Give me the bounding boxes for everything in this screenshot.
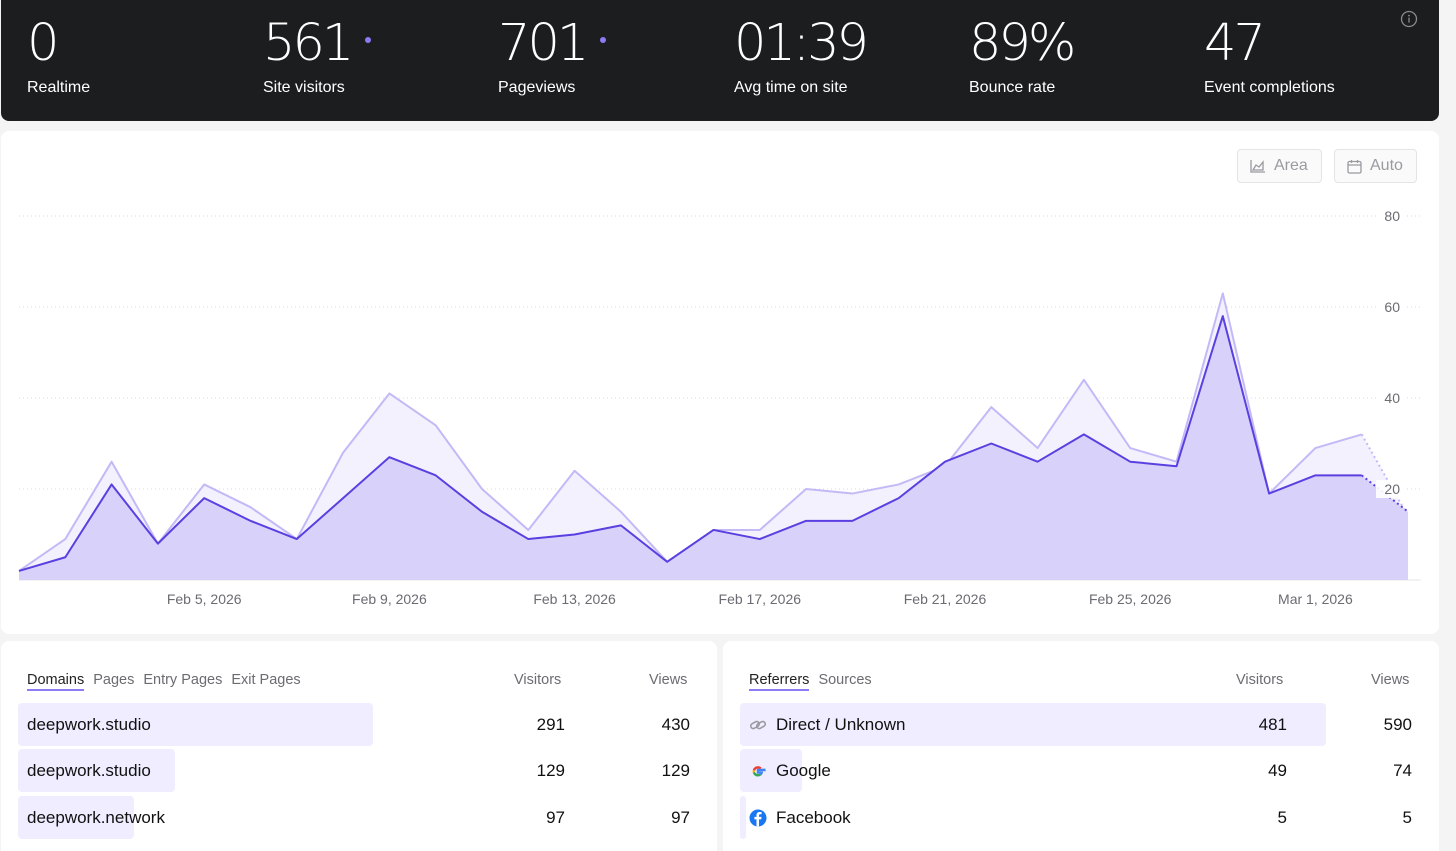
- domains-tabs: Domains Pages Entry Pages Exit Pages: [27, 672, 301, 691]
- interval-label: Auto: [1370, 157, 1403, 174]
- series-dot: [600, 37, 607, 43]
- x-tick-label: Mar 1, 2026: [1278, 591, 1353, 607]
- stat-bounce-rate[interactable]: 89% Bounce rate: [969, 14, 1076, 97]
- tab-exit-pages[interactable]: Exit Pages: [231, 672, 301, 688]
- stat-realtime[interactable]: 0 Realtime: [27, 14, 90, 97]
- y-tick-background: [1376, 298, 1406, 316]
- google-icon: [752, 766, 766, 777]
- row-visitors: 49: [1268, 761, 1287, 780]
- stat-label: Realtime: [27, 79, 91, 96]
- row-label: Direct / Unknown: [776, 715, 906, 734]
- row-visitors: 481: [1258, 715, 1287, 734]
- row-label: Facebook: [776, 808, 851, 827]
- link-icon: [749, 720, 767, 730]
- row-visitors: 5: [1277, 808, 1287, 827]
- tab-sources[interactable]: Sources: [818, 672, 872, 688]
- row-views: 590: [1383, 715, 1412, 734]
- x-tick-label: Feb 25, 2026: [1089, 591, 1172, 607]
- facebook-icon: [749, 809, 767, 827]
- x-tick-label: Feb 17, 2026: [719, 591, 802, 607]
- x-tick-label: Feb 5, 2026: [167, 591, 242, 607]
- series-line: [18, 315, 1362, 572]
- column-header-views[interactable]: Views: [649, 672, 688, 688]
- interval-button[interactable]: Auto: [1334, 149, 1417, 183]
- stat-site-visitors[interactable]: 561 Site visitors: [263, 14, 372, 97]
- y-tick-background: [1376, 207, 1406, 225]
- stat-value: 0: [27, 14, 60, 73]
- tab-domains[interactable]: Domains: [27, 672, 85, 691]
- y-tick-label: 80: [1384, 208, 1400, 224]
- row-share-bar: [740, 796, 746, 839]
- stat-value: 89%: [969, 14, 1076, 73]
- y-tick-background: [1376, 480, 1406, 498]
- stat-event-completions[interactable]: 47 Event completions: [1204, 14, 1335, 97]
- row-label: deepwork.network: [27, 808, 165, 827]
- stat-label: Bounce rate: [969, 79, 1056, 96]
- row-share-bar: [18, 796, 134, 839]
- row-visitors: 129: [536, 761, 565, 780]
- referrers-panel: Referrers Sources Visitors Views Direct …: [723, 641, 1439, 851]
- stat-pageviews[interactable]: 701 Pageviews: [498, 14, 607, 97]
- table-row[interactable]: deepwork.network 97 97: [1, 796, 717, 839]
- row-visitors: 97: [546, 808, 565, 827]
- stat-value: 47: [1204, 14, 1266, 73]
- table-row[interactable]: deepwork.studio 291 430: [1, 703, 717, 746]
- row-views: 430: [661, 715, 690, 734]
- row-share-bar: [18, 703, 373, 746]
- stats-bar: 0 Realtime 561 Site visitors 701 Pagevie…: [1, 0, 1439, 121]
- referrers-tabs: Referrers Sources: [749, 672, 872, 691]
- stat-avg-time[interactable]: 01:39 Avg time on site: [734, 14, 869, 97]
- column-header-visitors[interactable]: Visitors: [514, 672, 562, 688]
- x-tick-label: Feb 21, 2026: [904, 591, 987, 607]
- x-tick-label: Feb 9, 2026: [352, 591, 427, 607]
- table-row[interactable]: Direct / Unknown 481 590: [723, 703, 1439, 746]
- stat-value: 701: [498, 14, 607, 74]
- tab-referrers[interactable]: Referrers: [749, 672, 810, 691]
- chart-type-label: Area: [1274, 157, 1308, 174]
- row-views: 129: [661, 761, 690, 780]
- column-header-visitors[interactable]: Visitors: [1236, 672, 1284, 688]
- calendar-icon: [1347, 159, 1362, 174]
- table-row[interactable]: deepwork.studio 129 129: [1, 749, 717, 792]
- series-dot: [365, 37, 372, 43]
- visitors-chart: 20 40 60 80 Feb 5, 2026 Feb 9, 2026 Feb 13, 20…: [18, 207, 1421, 607]
- row-views: 97: [671, 808, 690, 827]
- row-views: 74: [1393, 761, 1412, 780]
- area-chart-icon: [1250, 160, 1265, 173]
- x-tick-label: Feb 13, 2026: [533, 591, 616, 607]
- row-share-bar: [18, 749, 175, 792]
- row-label: Google: [776, 761, 831, 780]
- row-visitors: 291: [536, 715, 565, 734]
- tab-entry-pages[interactable]: Entry Pages: [143, 672, 223, 688]
- stat-value: 561: [263, 14, 372, 74]
- table-row[interactable]: Facebook 5 5: [723, 796, 1439, 839]
- stat-value: 01:39: [734, 14, 869, 73]
- tab-pages[interactable]: Pages: [93, 672, 135, 688]
- y-tick-label: 40: [1384, 390, 1400, 406]
- table-row[interactable]: Google 49 74: [723, 749, 1439, 792]
- domains-panel: Domains Pages Entry Pages Exit Pages Vis…: [1, 641, 717, 851]
- chart-type-button[interactable]: Area: [1237, 149, 1322, 183]
- stat-label: Site visitors: [263, 79, 345, 96]
- info-icon[interactable]: [1400, 10, 1418, 28]
- row-views: 5: [1402, 808, 1412, 827]
- row-share-bar: [740, 749, 802, 792]
- series-area: [19, 316, 1408, 580]
- y-tick-background: [1376, 389, 1406, 407]
- series-line-incomplete: [1360, 433, 1409, 517]
- chart-card: 20 40 60 80 Feb 5, 2026 Feb 9, 2026 Feb 13, 20…: [1, 131, 1439, 634]
- stat-label: Pageviews: [498, 79, 576, 96]
- row-share-bar: [740, 703, 1326, 746]
- y-tick-label: 20: [1384, 481, 1400, 497]
- row-label: deepwork.studio: [27, 715, 151, 734]
- y-tick-label: 60: [1384, 299, 1400, 315]
- column-header-views[interactable]: Views: [1371, 672, 1410, 688]
- stat-label: Event completions: [1204, 79, 1335, 96]
- row-label: deepwork.studio: [27, 761, 151, 780]
- stat-label: Avg time on site: [734, 79, 848, 96]
